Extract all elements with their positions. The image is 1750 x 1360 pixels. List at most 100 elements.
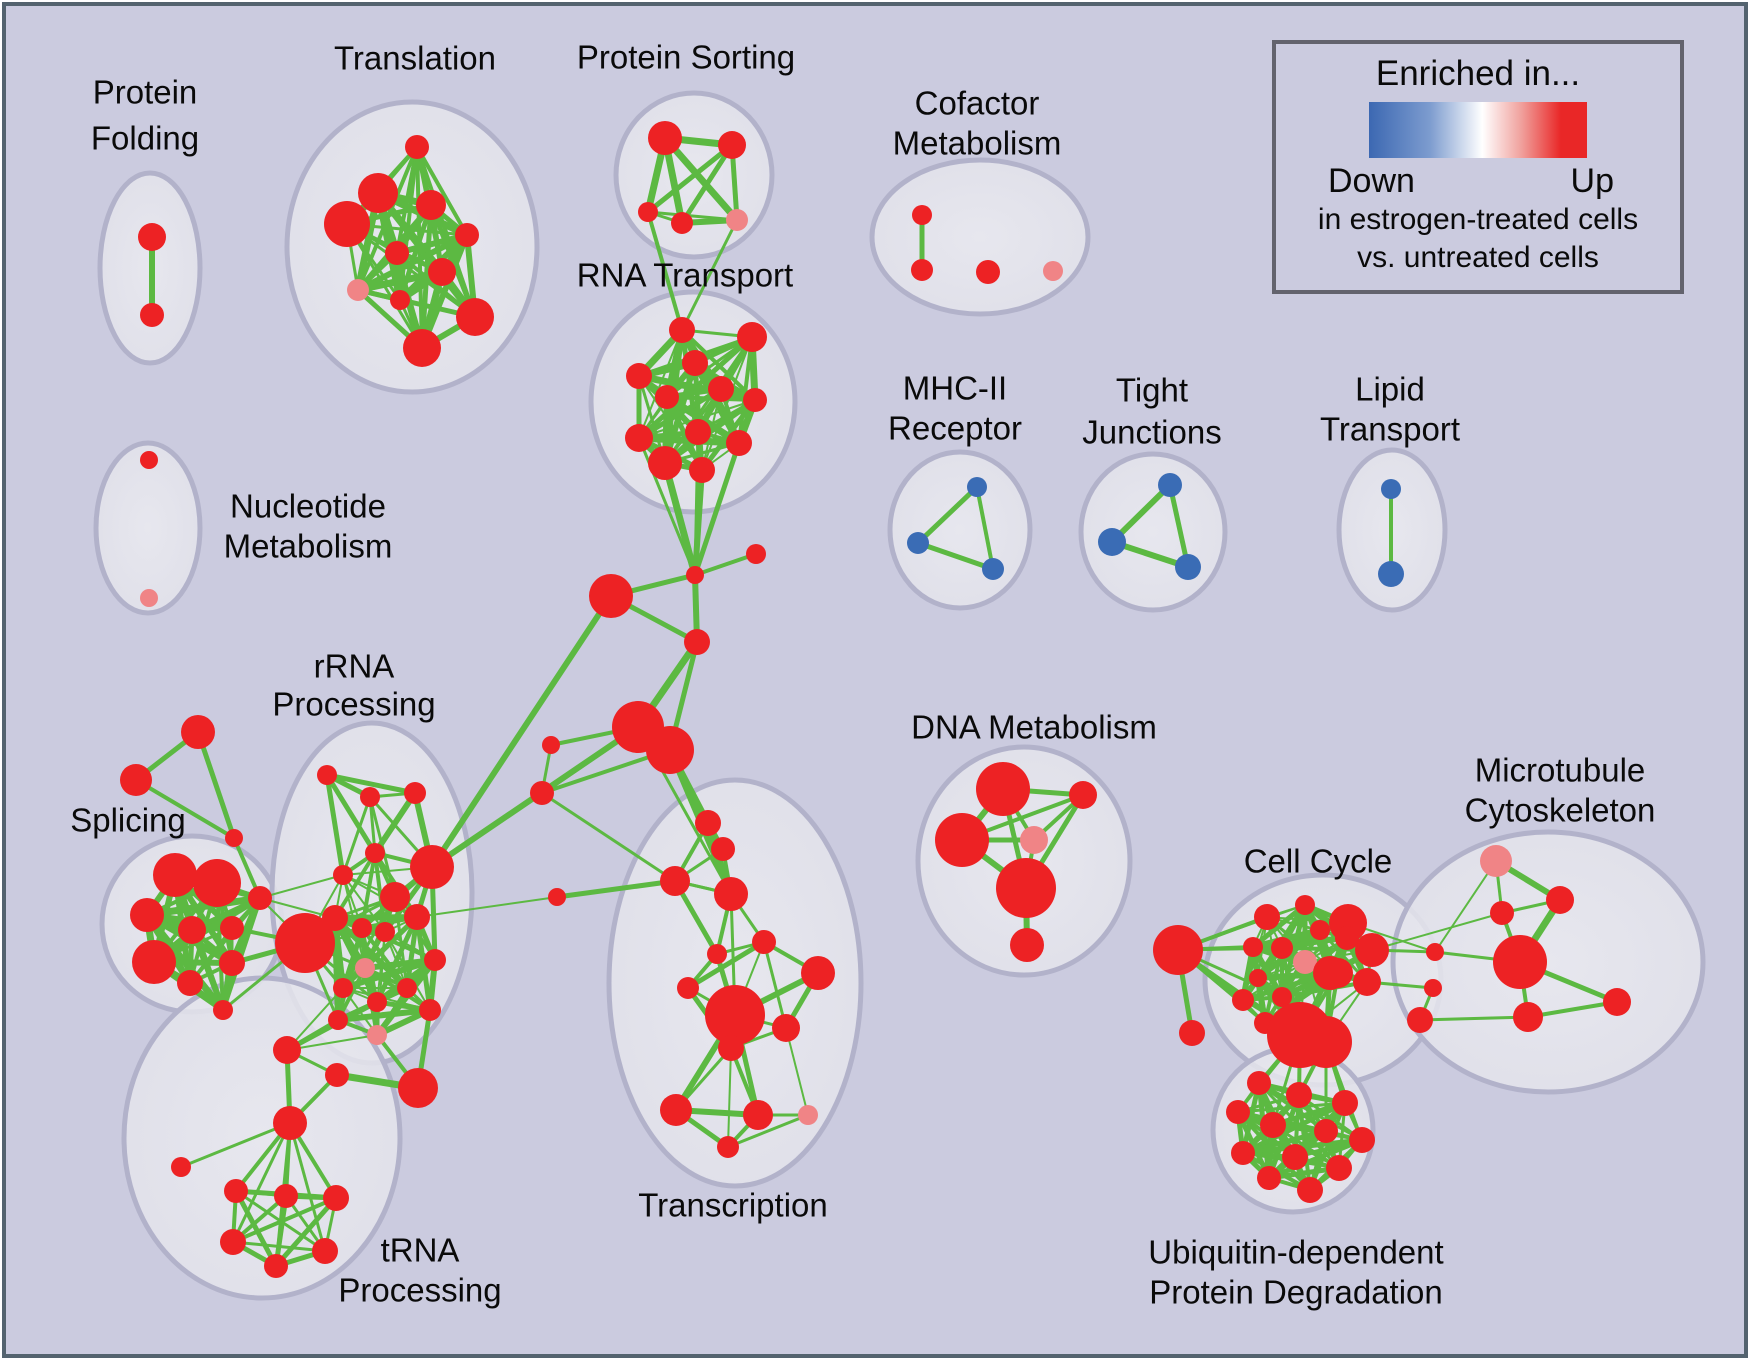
- graph-node-84[interactable]: [328, 1010, 348, 1030]
- graph-node-102[interactable]: [707, 944, 727, 964]
- graph-node-99[interactable]: [660, 866, 690, 896]
- graph-node-156[interactable]: [1326, 1155, 1352, 1181]
- graph-node-98[interactable]: [711, 837, 735, 861]
- graph-node-60[interactable]: [220, 916, 244, 940]
- graph-node-89[interactable]: [224, 1179, 248, 1203]
- graph-node-75[interactable]: [375, 922, 395, 942]
- graph-node-151[interactable]: [1260, 1112, 1286, 1138]
- graph-node-58[interactable]: [130, 898, 164, 932]
- graph-node-135[interactable]: [1353, 968, 1381, 996]
- graph-node-81[interactable]: [367, 992, 387, 1012]
- graph-node-66[interactable]: [317, 765, 337, 785]
- graph-node-82[interactable]: [397, 978, 417, 998]
- graph-node-20[interactable]: [976, 260, 1000, 284]
- graph-node-152[interactable]: [1314, 1119, 1338, 1143]
- graph-node-96[interactable]: [398, 1068, 438, 1108]
- graph-node-104[interactable]: [677, 977, 699, 999]
- graph-node-49[interactable]: [646, 726, 694, 774]
- graph-node-10[interactable]: [390, 290, 410, 310]
- graph-node-13[interactable]: [648, 121, 682, 155]
- graph-node-108[interactable]: [660, 1094, 692, 1126]
- graph-node-37[interactable]: [1158, 473, 1182, 497]
- graph-node-85[interactable]: [367, 1025, 387, 1045]
- graph-node-137[interactable]: [1300, 1016, 1352, 1068]
- graph-node-69[interactable]: [365, 843, 385, 863]
- graph-node-16[interactable]: [671, 212, 693, 234]
- graph-node-149[interactable]: [1332, 1090, 1358, 1116]
- graph-node-28[interactable]: [743, 388, 767, 412]
- graph-node-78[interactable]: [424, 949, 446, 971]
- graph-node-101[interactable]: [752, 930, 776, 954]
- graph-node-46[interactable]: [746, 544, 766, 564]
- graph-node-129[interactable]: [1272, 987, 1292, 1007]
- graph-node-4[interactable]: [416, 190, 446, 220]
- graph-node-23[interactable]: [737, 322, 767, 352]
- graph-node-115[interactable]: [1020, 826, 1048, 854]
- graph-node-5[interactable]: [324, 201, 370, 247]
- graph-node-74[interactable]: [352, 918, 372, 938]
- graph-node-57[interactable]: [193, 859, 241, 907]
- graph-node-123[interactable]: [1243, 937, 1263, 957]
- graph-node-0[interactable]: [138, 223, 166, 251]
- graph-node-27[interactable]: [708, 376, 734, 402]
- graph-node-134[interactable]: [1323, 958, 1353, 988]
- graph-node-113[interactable]: [1069, 781, 1097, 809]
- graph-node-59[interactable]: [178, 916, 206, 944]
- graph-node-111[interactable]: [717, 1136, 739, 1158]
- graph-node-119[interactable]: [1179, 1020, 1205, 1046]
- graph-node-87[interactable]: [273, 1106, 307, 1140]
- graph-node-110[interactable]: [798, 1105, 818, 1125]
- graph-node-24[interactable]: [682, 350, 708, 376]
- graph-node-33[interactable]: [689, 457, 715, 483]
- graph-node-141[interactable]: [1493, 935, 1547, 989]
- graph-node-133[interactable]: [1335, 926, 1359, 950]
- graph-node-153[interactable]: [1349, 1127, 1375, 1153]
- graph-node-26[interactable]: [655, 385, 679, 409]
- graph-node-19[interactable]: [911, 259, 933, 281]
- graph-node-91[interactable]: [323, 1185, 349, 1211]
- graph-node-150[interactable]: [1226, 1100, 1250, 1124]
- graph-node-79[interactable]: [355, 958, 375, 978]
- graph-node-71[interactable]: [410, 845, 454, 889]
- graph-node-142[interactable]: [1426, 943, 1444, 961]
- graph-node-50[interactable]: [542, 736, 560, 754]
- graph-node-44[interactable]: [589, 574, 633, 618]
- graph-node-155[interactable]: [1282, 1144, 1308, 1170]
- graph-node-6[interactable]: [455, 223, 479, 247]
- graph-node-76[interactable]: [404, 904, 430, 930]
- graph-node-77[interactable]: [275, 913, 335, 973]
- graph-node-116[interactable]: [996, 858, 1056, 918]
- graph-node-154[interactable]: [1231, 1141, 1255, 1165]
- graph-node-90[interactable]: [274, 1184, 298, 1208]
- graph-node-61[interactable]: [132, 940, 176, 984]
- graph-node-40[interactable]: [1381, 479, 1401, 499]
- graph-node-42[interactable]: [140, 451, 158, 469]
- graph-node-53[interactable]: [181, 715, 215, 749]
- graph-node-12[interactable]: [403, 329, 441, 367]
- graph-node-67[interactable]: [360, 787, 380, 807]
- graph-node-100[interactable]: [714, 877, 748, 911]
- graph-node-34[interactable]: [967, 477, 987, 497]
- graph-node-86[interactable]: [273, 1036, 301, 1064]
- graph-node-109[interactable]: [743, 1100, 773, 1130]
- graph-node-83[interactable]: [419, 999, 441, 1021]
- graph-node-114[interactable]: [935, 813, 989, 867]
- graph-node-52[interactable]: [548, 888, 566, 906]
- graph-node-140[interactable]: [1490, 901, 1514, 925]
- graph-node-138[interactable]: [1480, 845, 1512, 877]
- graph-node-3[interactable]: [358, 173, 398, 213]
- graph-node-112[interactable]: [976, 762, 1030, 816]
- graph-node-95[interactable]: [325, 1063, 349, 1087]
- graph-node-106[interactable]: [772, 1014, 800, 1042]
- graph-node-55[interactable]: [225, 829, 243, 847]
- graph-node-94[interactable]: [264, 1254, 288, 1278]
- graph-node-2[interactable]: [405, 135, 429, 159]
- graph-node-92[interactable]: [220, 1229, 246, 1255]
- graph-node-128[interactable]: [1249, 969, 1267, 987]
- graph-node-120[interactable]: [1254, 904, 1280, 930]
- graph-node-139[interactable]: [1546, 886, 1574, 914]
- graph-node-56[interactable]: [153, 853, 197, 897]
- graph-node-25[interactable]: [626, 363, 652, 389]
- graph-node-68[interactable]: [404, 782, 426, 804]
- graph-node-117[interactable]: [1010, 928, 1044, 962]
